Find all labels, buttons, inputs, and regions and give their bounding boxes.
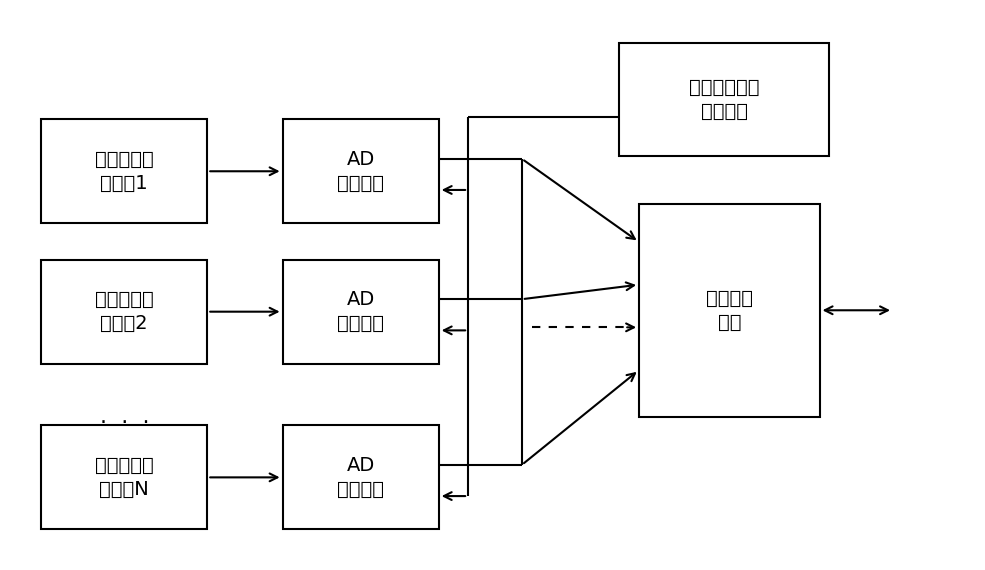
Bar [639, 203, 820, 417]
Text: AD
转换电路: AD 转换电路 [337, 291, 384, 333]
Text: 同步转换逻辑
控制电路: 同步转换逻辑 控制电路 [690, 79, 759, 121]
Text: AD
转换电路: AD 转换电路 [337, 150, 384, 193]
Bar [620, 43, 829, 156]
Bar [41, 119, 207, 223]
Text: 模拟信号处
理电路N: 模拟信号处 理电路N [95, 456, 154, 499]
Bar [41, 260, 207, 364]
Bar [283, 260, 438, 364]
Text: 模拟信号处
理电路1: 模拟信号处 理电路1 [95, 150, 154, 193]
Bar [41, 425, 207, 530]
Text: AD
转换电路: AD 转换电路 [337, 456, 384, 499]
Text: 模拟信号处
理电路2: 模拟信号处 理电路2 [95, 291, 154, 333]
Text: 数据处理
电路: 数据处理 电路 [706, 289, 753, 332]
Text: ·  ·  ·: · · · [99, 413, 149, 433]
Bar [283, 119, 438, 223]
Bar [283, 425, 438, 530]
